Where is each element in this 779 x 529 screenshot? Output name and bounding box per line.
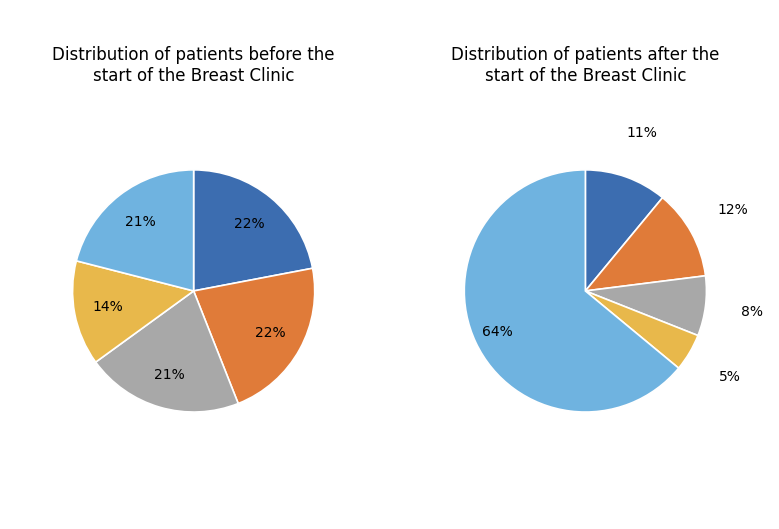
Wedge shape: [194, 170, 312, 291]
Wedge shape: [96, 291, 238, 412]
Wedge shape: [585, 198, 706, 291]
Text: 12%: 12%: [717, 203, 748, 217]
Text: 64%: 64%: [482, 325, 513, 339]
Wedge shape: [585, 276, 707, 335]
Text: 22%: 22%: [255, 326, 285, 340]
Wedge shape: [194, 268, 315, 404]
Text: 8%: 8%: [741, 305, 763, 319]
Wedge shape: [585, 291, 698, 368]
Wedge shape: [76, 170, 194, 291]
Text: 21%: 21%: [154, 368, 185, 381]
Text: 14%: 14%: [93, 300, 123, 314]
Wedge shape: [72, 261, 194, 362]
Wedge shape: [464, 170, 679, 412]
Wedge shape: [585, 170, 663, 291]
Text: 21%: 21%: [125, 215, 156, 229]
Text: 22%: 22%: [234, 217, 265, 231]
Title: Distribution of patients after the
start of the Breast Clinic: Distribution of patients after the start…: [451, 47, 720, 85]
Text: 11%: 11%: [627, 126, 657, 140]
Text: 5%: 5%: [719, 370, 741, 384]
Title: Distribution of patients before the
start of the Breast Clinic: Distribution of patients before the star…: [52, 47, 335, 85]
